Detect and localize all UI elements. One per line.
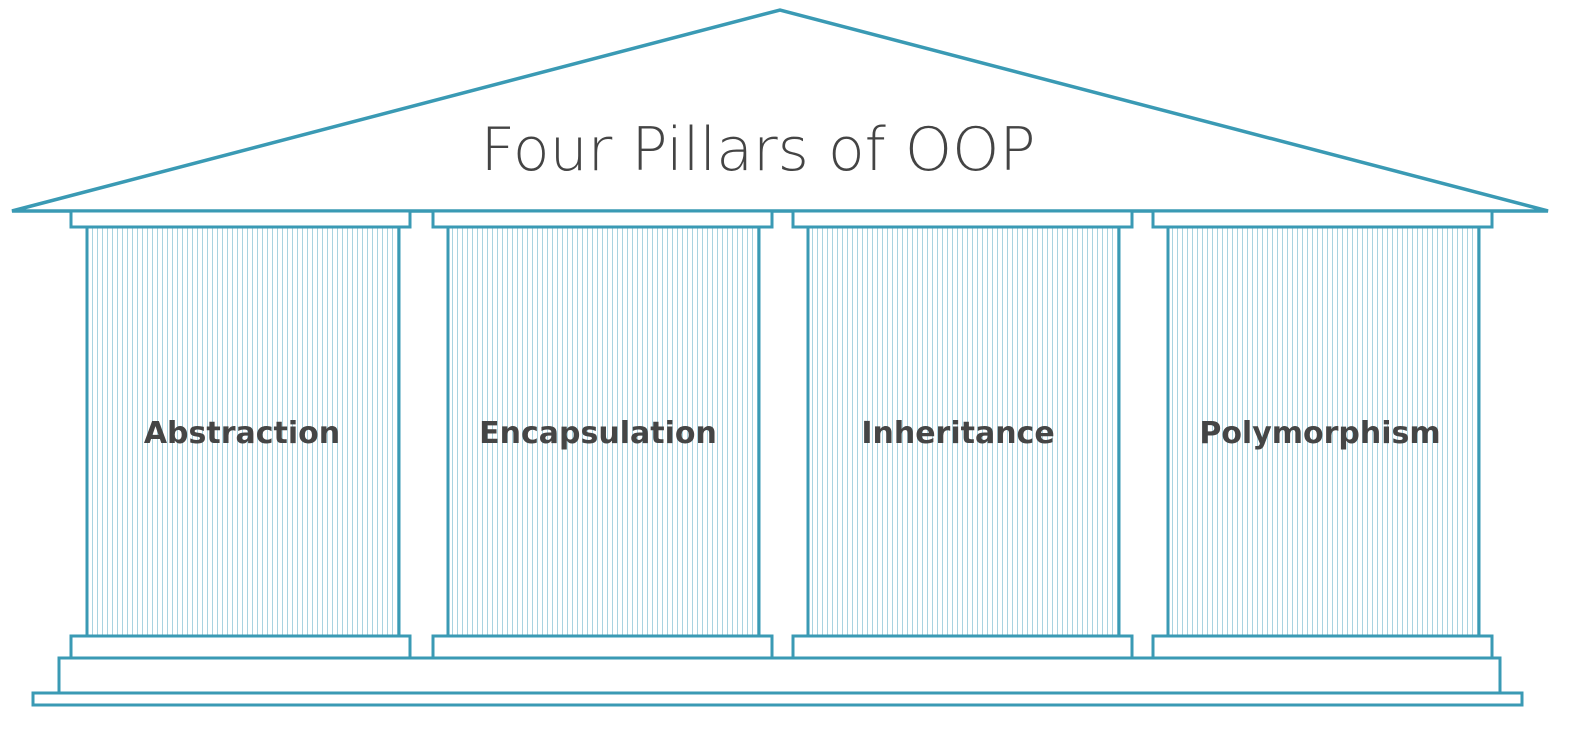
pillar-shaft [1166,225,1481,638]
pillar-shaft [806,225,1121,638]
pillar-label: Inheritance [861,416,1054,451]
temple-roof [11,8,1549,213]
pillar-capital [791,209,1134,229]
pillar-base [431,634,774,660]
pillar-label: Encapsulation [479,416,717,451]
foundation-step-upper [57,656,1502,695]
pillar-capital [1151,209,1494,229]
pillar-encapsulation: Encapsulation [431,209,774,660]
pillar-shaft [446,225,761,638]
pillar-base [1151,634,1494,660]
pillar-base [69,634,412,660]
pillar-label: Abstraction [144,416,340,451]
pillar-inheritance: Inheritance [791,209,1134,660]
pillar-label: Polymorphism [1199,416,1440,451]
foundation-step-lower [31,691,1524,707]
pillar-abstraction: Abstraction [69,209,412,660]
pillar-capital [431,209,774,229]
pillar-capital [69,209,412,229]
pillar-polymorphism: Polymorphism [1151,209,1494,660]
pillar-shaft [85,225,401,638]
diagram-title: Four Pillars of OOP [480,115,1035,185]
pillar-base [791,634,1134,660]
